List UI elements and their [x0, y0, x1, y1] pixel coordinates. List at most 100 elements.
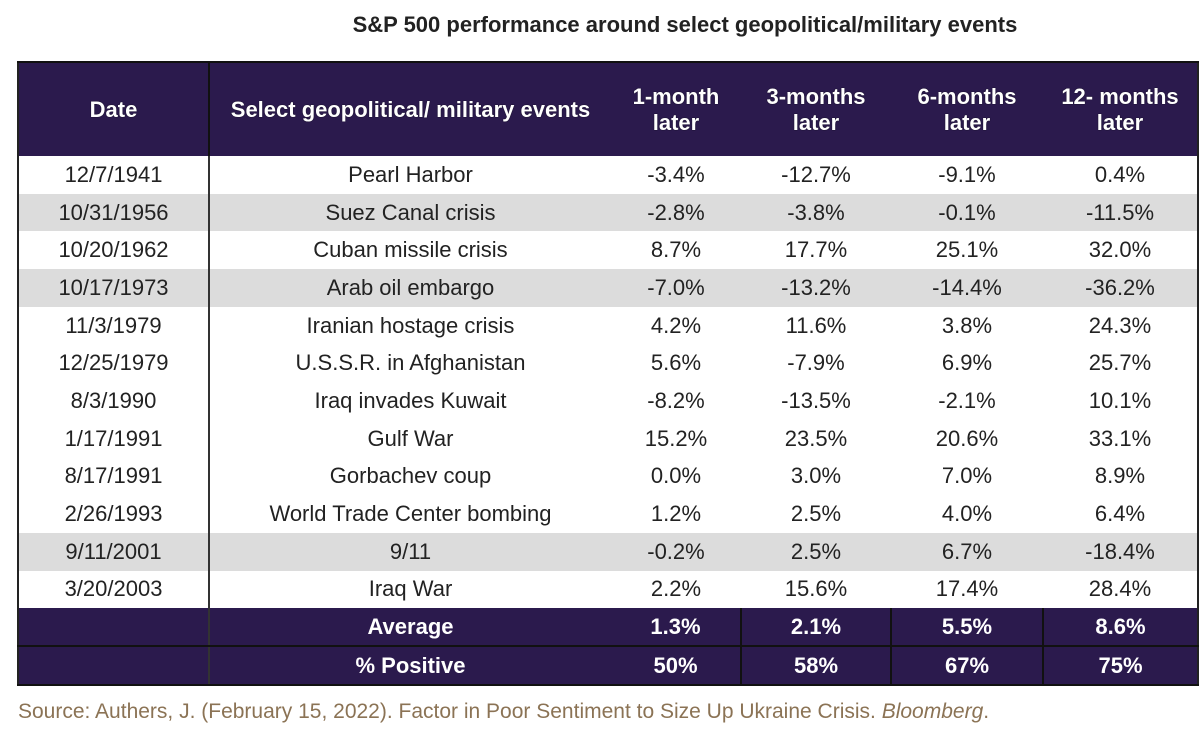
cell-m1: -0.2%: [611, 532, 741, 571]
summary-m6: 5.5%: [890, 608, 1043, 648]
cell-m6: -0.1%: [891, 193, 1043, 232]
cell-m12: 6.4%: [1094, 501, 1146, 527]
summary-m3: 58%: [740, 646, 891, 687]
cell-m6: 7.0%: [941, 463, 993, 489]
cell-date: 9/11/2001: [18, 532, 210, 571]
cell-m1: 1.2%: [650, 501, 702, 527]
cell-date: 12/7/1941: [18, 156, 210, 194]
cell-m3: 2.5%: [790, 501, 842, 527]
cell-m3: -3.8%: [741, 193, 891, 232]
table-row: 10/31/1956 Suez Canal crisis -2.8% -3.8% -0.…: [18, 193, 1198, 232]
table-row: 8/3/1990 Iraq invades Kuwait -8.2% -13.5% -2…: [18, 382, 1198, 420]
cell-m6: 20.6%: [935, 425, 999, 451]
cell-m12: 25.7%: [1088, 350, 1152, 376]
cell-m1: 0.0%: [650, 463, 702, 489]
table-row: 3/20/2003 Iraq War 2.2% 15.6% 17.4% 28.4%: [18, 570, 1198, 609]
table-row: 1/17/1991 Gulf War 15.2% 23.5% 20.6% 33.1%: [18, 419, 1198, 458]
cell-m12: -11.5%: [1043, 193, 1198, 232]
cell-m12: 33.1%: [1088, 425, 1152, 451]
table-row: 11/3/1979 Iranian hostage crisis 4.2% 11.6%…: [18, 306, 1198, 345]
cell-m6: -14.4%: [891, 269, 1043, 307]
cell-m12: 28.4%: [1088, 576, 1152, 602]
table-title: S&P 500 performance around select geopol…: [352, 12, 1018, 37]
cell-date: 10/31/1956: [18, 193, 210, 232]
summary-row: % Positive 50% 58% 67% 75%: [18, 646, 1198, 687]
cell-m3: 15.6%: [784, 576, 848, 602]
cell-m6: 25.1%: [935, 237, 999, 263]
cell-m3: 2.5%: [741, 532, 891, 571]
empty-cell: [18, 608, 210, 648]
cell-m12: 10.1%: [1088, 387, 1152, 413]
cell-m6: 3.8%: [941, 312, 993, 338]
column-header: 6-months later: [891, 61, 1043, 156]
cell-m12: 0.4%: [1094, 161, 1146, 187]
table-row: 12/25/1979 U.S.S.R. in Afghanistan 5.6% -7.…: [18, 344, 1198, 383]
cell-date: 8/17/1991: [18, 457, 210, 496]
summary-label: % Positive: [209, 646, 611, 687]
cell-m3: 17.7%: [784, 237, 848, 263]
source-citation: Source: Authers, J. (February 15, 2022).…: [18, 700, 990, 723]
column-header: Select geopolitical/ military events: [209, 61, 611, 156]
cell-event: Iraq invades Kuwait: [314, 387, 507, 413]
cell-m12: 32.0%: [1088, 237, 1152, 263]
cell-m6: 17.4%: [935, 576, 999, 602]
cell-m1: -2.8%: [611, 193, 741, 232]
cell-m12: -36.2%: [1043, 269, 1198, 307]
summary-m6: 67%: [890, 646, 1043, 687]
cell-event: Cuban missile crisis: [313, 237, 508, 263]
cell-event: 9/11: [209, 532, 611, 571]
cell-m3: 23.5%: [784, 425, 848, 451]
cell-m12: 24.3%: [1088, 312, 1152, 338]
cell-m1: 8.7%: [650, 237, 702, 263]
cell-event: Iranian hostage crisis: [306, 312, 515, 338]
column-header: 3-months later: [741, 61, 891, 156]
cell-date: 11/3/1979: [18, 306, 210, 345]
cell-event: Gulf War: [367, 425, 454, 451]
cell-date: 2/26/1993: [18, 495, 210, 533]
cell-event: Arab oil embargo: [209, 269, 611, 307]
cell-m12: -18.4%: [1043, 532, 1198, 571]
performance-table: Date Select geopolitical/ military events…: [17, 61, 1199, 687]
summary-m1: 50%: [611, 646, 741, 687]
table-row: 2/26/1993 World Trade Center bombing 1.2% 2…: [18, 495, 1198, 533]
column-header: Date: [18, 61, 210, 156]
cell-m1: 15.2%: [644, 425, 708, 451]
cell-m3: -13.2%: [741, 269, 891, 307]
empty-cell: [18, 646, 210, 687]
summary-m3: 2.1%: [740, 608, 891, 648]
cell-m6: 4.0%: [941, 501, 993, 527]
cell-m3: -12.7%: [781, 161, 851, 187]
cell-event: Pearl Harbor: [348, 161, 473, 187]
cell-m1: 5.6%: [650, 350, 702, 376]
column-header: 1-month later: [611, 61, 741, 156]
cell-date: 8/3/1990: [18, 382, 210, 420]
cell-date: 1/17/1991: [18, 419, 210, 458]
cell-m6: -9.1%: [938, 161, 996, 187]
table-row: 12/7/1941 Pearl Harbor -3.4% -12.7% -9.1% 0.4…: [18, 156, 1198, 194]
summary-m12: 75%: [1042, 646, 1198, 687]
cell-m6: 6.7%: [891, 532, 1043, 571]
cell-m3: -7.9%: [787, 350, 845, 376]
cell-m6: -2.1%: [938, 387, 996, 413]
cell-m3: 11.6%: [785, 312, 847, 338]
cell-m6: 6.9%: [941, 350, 993, 376]
cell-event: Gorbachev coup: [329, 463, 492, 489]
table-row: 8/17/1991 Gorbachev coup 0.0% 3.0% 7.0% 8.9%: [18, 457, 1198, 496]
cell-event: Suez Canal crisis: [209, 193, 611, 232]
cell-m1: 2.2%: [650, 576, 702, 602]
cell-m3: -13.5%: [781, 387, 851, 413]
summary-m12: 8.6%: [1042, 608, 1198, 648]
cell-date: 10/20/1962: [18, 231, 210, 270]
cell-m1: 4.2%: [650, 312, 702, 338]
summary-label: Average: [209, 608, 611, 648]
table-row: 10/17/1973 Arab oil embargo -7.0% -13.2% -14…: [18, 269, 1198, 307]
summary-row: Average 1.3% 2.1% 5.5% 8.6%: [18, 608, 1198, 648]
cell-event: World Trade Center bombing: [269, 501, 552, 527]
cell-date: 10/17/1973: [18, 269, 210, 307]
cell-m12: 8.9%: [1094, 463, 1146, 489]
column-header: 12- months later: [1043, 61, 1198, 156]
cell-m1: -3.4%: [647, 161, 705, 187]
cell-m3: 3.0%: [790, 463, 842, 489]
cell-event: U.S.S.R. in Afghanistan: [295, 350, 526, 376]
table-row: 9/11/2001 9/11 -0.2% 2.5% 6.7% -18.4%: [18, 532, 1198, 571]
